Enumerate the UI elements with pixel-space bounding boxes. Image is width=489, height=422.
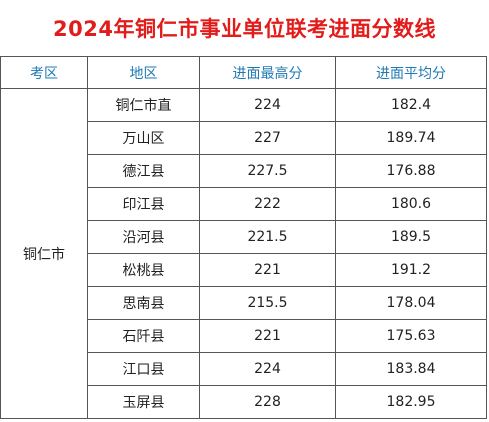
zone-cell: 铜仁市 <box>0 88 88 419</box>
avg-score-cell: 180.6 <box>335 187 487 221</box>
max-score-cell: 222 <box>199 187 336 221</box>
max-score-cell: 221 <box>199 253 336 287</box>
table-row: 江口县 224 183.84 <box>1 352 487 386</box>
max-score-cell: 215.5 <box>199 286 336 320</box>
max-score-cell: 221.5 <box>199 220 336 254</box>
avg-score-cell: 178.04 <box>335 286 487 320</box>
avg-score-cell: 189.74 <box>335 121 487 155</box>
avg-score-cell: 183.84 <box>335 352 487 386</box>
area-cell: 德江县 <box>87 154 200 188</box>
area-cell: 石阡县 <box>87 319 200 353</box>
max-score-cell: 224 <box>199 88 336 122</box>
table-header-row: 考区 地区 进面最高分 进面平均分 <box>0 56 487 89</box>
table-row: 铜仁市 铜仁市直 224 182.4 <box>0 88 487 419</box>
table-row: 万山区 227 189.74 <box>1 121 487 155</box>
avg-score-cell: 176.88 <box>335 154 487 188</box>
avg-score-cell: 182.95 <box>335 385 487 419</box>
max-score-cell: 228 <box>199 385 336 419</box>
max-score-cell: 227.5 <box>199 154 336 188</box>
avg-score-cell: 189.5 <box>335 220 487 254</box>
table-row: 玉屏县 228 182.95 <box>1 385 487 419</box>
header-avg-score: 进面平均分 <box>335 56 487 89</box>
table-row: 思南县 215.5 178.04 <box>1 286 487 320</box>
table-row: 印江县 222 180.6 <box>1 187 487 221</box>
area-cell: 思南县 <box>87 286 200 320</box>
area-cell: 铜仁市直 <box>87 88 200 122</box>
table-row: 沿河县 221.5 189.5 <box>1 220 487 254</box>
max-score-cell: 224 <box>199 352 336 386</box>
area-cell: 沿河县 <box>87 220 200 254</box>
table-row: 石阡县 221 175.63 <box>1 319 487 353</box>
max-score-cell: 221 <box>199 319 336 353</box>
score-table: 考区 地区 进面最高分 进面平均分 铜仁市 铜仁市直 224 182.4 万山区… <box>0 56 487 419</box>
area-cell: 印江县 <box>87 187 200 221</box>
area-cell: 松桃县 <box>87 253 200 287</box>
avg-score-cell: 182.4 <box>335 88 487 122</box>
area-cell: 江口县 <box>87 352 200 386</box>
area-cell: 玉屏县 <box>87 385 200 419</box>
header-max-score: 进面最高分 <box>199 56 336 89</box>
page-title: 2024年铜仁市事业单位联考进面分数线 <box>53 17 436 41</box>
table-row: 松桃县 221 191.2 <box>1 253 487 287</box>
max-score-cell: 227 <box>199 121 336 155</box>
header-zone: 考区 <box>0 56 88 89</box>
avg-score-cell: 175.63 <box>335 319 487 353</box>
area-cell: 万山区 <box>87 121 200 155</box>
header-area: 地区 <box>87 56 200 89</box>
table-row: 德江县 227.5 176.88 <box>1 154 487 188</box>
avg-score-cell: 191.2 <box>335 253 487 287</box>
